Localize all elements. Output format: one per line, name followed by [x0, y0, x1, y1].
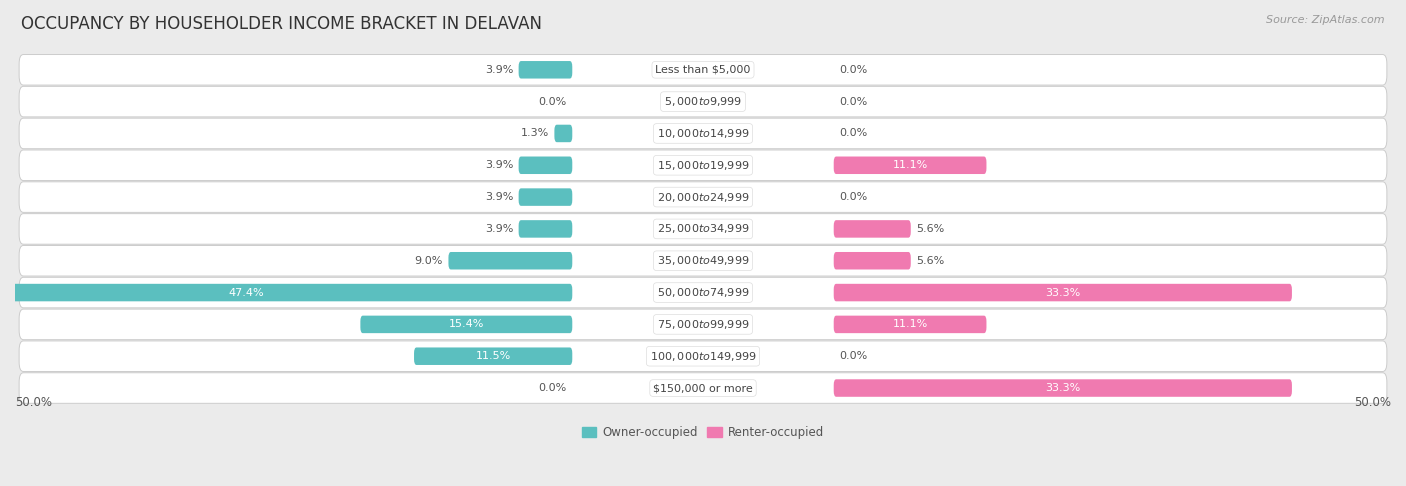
Text: 1.3%: 1.3% — [520, 128, 548, 139]
Text: $10,000 to $14,999: $10,000 to $14,999 — [657, 127, 749, 140]
Text: 3.9%: 3.9% — [485, 224, 513, 234]
Text: 33.3%: 33.3% — [1045, 288, 1080, 297]
Text: 3.9%: 3.9% — [485, 160, 513, 170]
FancyBboxPatch shape — [20, 87, 1386, 117]
Text: 3.9%: 3.9% — [485, 192, 513, 202]
FancyBboxPatch shape — [20, 278, 1386, 308]
FancyBboxPatch shape — [20, 118, 1386, 149]
Text: $15,000 to $19,999: $15,000 to $19,999 — [657, 159, 749, 172]
FancyBboxPatch shape — [20, 214, 1386, 244]
Text: $5,000 to $9,999: $5,000 to $9,999 — [664, 95, 742, 108]
Text: 11.1%: 11.1% — [893, 160, 928, 170]
Text: 3.9%: 3.9% — [485, 65, 513, 75]
FancyBboxPatch shape — [519, 220, 572, 238]
Legend: Owner-occupied, Renter-occupied: Owner-occupied, Renter-occupied — [578, 421, 828, 444]
Text: 0.0%: 0.0% — [538, 383, 567, 393]
FancyBboxPatch shape — [449, 252, 572, 270]
FancyBboxPatch shape — [834, 252, 911, 270]
Text: 47.4%: 47.4% — [228, 288, 264, 297]
Text: 0.0%: 0.0% — [839, 192, 868, 202]
FancyBboxPatch shape — [20, 245, 1386, 276]
Text: 15.4%: 15.4% — [449, 319, 484, 330]
Text: $35,000 to $49,999: $35,000 to $49,999 — [657, 254, 749, 267]
FancyBboxPatch shape — [554, 125, 572, 142]
FancyBboxPatch shape — [519, 156, 572, 174]
FancyBboxPatch shape — [20, 182, 1386, 212]
Text: $150,000 or more: $150,000 or more — [654, 383, 752, 393]
Text: 50.0%: 50.0% — [1354, 396, 1391, 409]
Text: $75,000 to $99,999: $75,000 to $99,999 — [657, 318, 749, 331]
Text: 33.3%: 33.3% — [1045, 383, 1080, 393]
FancyBboxPatch shape — [834, 156, 987, 174]
FancyBboxPatch shape — [20, 54, 1386, 85]
Text: $50,000 to $74,999: $50,000 to $74,999 — [657, 286, 749, 299]
FancyBboxPatch shape — [834, 315, 987, 333]
Text: OCCUPANCY BY HOUSEHOLDER INCOME BRACKET IN DELAVAN: OCCUPANCY BY HOUSEHOLDER INCOME BRACKET … — [21, 15, 543, 33]
Text: Source: ZipAtlas.com: Source: ZipAtlas.com — [1267, 15, 1385, 25]
Text: 9.0%: 9.0% — [415, 256, 443, 266]
Text: Less than $5,000: Less than $5,000 — [655, 65, 751, 75]
Text: 0.0%: 0.0% — [839, 65, 868, 75]
FancyBboxPatch shape — [413, 347, 572, 365]
Text: 5.6%: 5.6% — [917, 224, 945, 234]
FancyBboxPatch shape — [519, 61, 572, 79]
Text: $20,000 to $24,999: $20,000 to $24,999 — [657, 191, 749, 204]
Text: 11.1%: 11.1% — [893, 319, 928, 330]
Text: 0.0%: 0.0% — [839, 97, 868, 106]
Text: 0.0%: 0.0% — [839, 351, 868, 361]
FancyBboxPatch shape — [834, 379, 1292, 397]
FancyBboxPatch shape — [519, 189, 572, 206]
Text: 0.0%: 0.0% — [839, 128, 868, 139]
FancyBboxPatch shape — [20, 341, 1386, 371]
Text: 0.0%: 0.0% — [538, 97, 567, 106]
Text: $25,000 to $34,999: $25,000 to $34,999 — [657, 223, 749, 235]
Text: 50.0%: 50.0% — [15, 396, 52, 409]
FancyBboxPatch shape — [834, 220, 911, 238]
FancyBboxPatch shape — [20, 373, 1386, 403]
Text: 5.6%: 5.6% — [917, 256, 945, 266]
Text: 11.5%: 11.5% — [475, 351, 510, 361]
FancyBboxPatch shape — [20, 309, 1386, 340]
FancyBboxPatch shape — [20, 150, 1386, 180]
FancyBboxPatch shape — [0, 284, 572, 301]
Text: $100,000 to $149,999: $100,000 to $149,999 — [650, 350, 756, 363]
FancyBboxPatch shape — [360, 315, 572, 333]
FancyBboxPatch shape — [834, 284, 1292, 301]
